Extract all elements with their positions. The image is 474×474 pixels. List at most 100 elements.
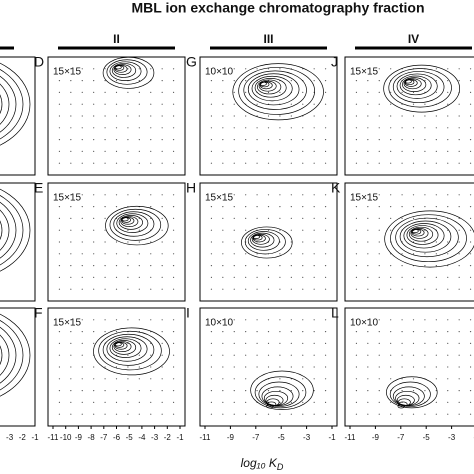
grid-dot	[245, 115, 247, 117]
grid-dot	[267, 115, 270, 117]
grid-dot	[367, 91, 369, 93]
grid-dot	[469, 276, 472, 278]
grid-dot	[302, 319, 304, 321]
grid-dot	[222, 206, 224, 208]
grid-dot	[222, 150, 224, 152]
contour	[102, 333, 155, 366]
grid-dot	[93, 342, 95, 344]
grid-dot	[355, 276, 358, 278]
grid-dot	[390, 139, 392, 141]
grid-dot	[93, 253, 95, 255]
contour	[250, 370, 314, 410]
grid-dot	[390, 162, 392, 164]
grid-dot	[161, 80, 163, 82]
contour	[386, 376, 438, 409]
grid-dot	[245, 80, 247, 82]
grid-dot	[401, 390, 403, 392]
grid-size: 10×10	[350, 318, 379, 329]
grid-dot	[435, 342, 437, 344]
grid-dot	[447, 401, 449, 403]
grid-dot	[222, 288, 224, 290]
contour	[0, 313, 31, 397]
panel	[199, 182, 338, 302]
grid-dot	[324, 139, 327, 141]
grid-dot	[435, 366, 437, 368]
grid-dot	[313, 319, 315, 321]
grid-dot	[127, 265, 129, 267]
grid-dot	[267, 390, 270, 392]
contour	[411, 228, 425, 237]
grid-dot	[256, 103, 258, 105]
grid-dot	[367, 229, 369, 231]
grid-dot	[81, 253, 83, 255]
grid-dot	[378, 342, 380, 344]
grid-dot	[161, 342, 163, 344]
grid-dot	[93, 217, 95, 219]
grid-dot	[324, 194, 327, 196]
grid-dot	[367, 331, 369, 333]
grid-dot	[424, 150, 426, 152]
grid-dot	[93, 401, 95, 403]
grid-dot	[150, 103, 152, 105]
contour	[390, 214, 467, 263]
grid-dot	[390, 401, 392, 403]
grid-dot	[161, 91, 163, 93]
grid-dot	[435, 241, 437, 243]
grid-size: 15×15	[205, 193, 234, 204]
panel-frame	[47, 56, 186, 176]
grid-dot	[58, 217, 61, 219]
contour	[113, 211, 155, 237]
grid-dot	[138, 91, 140, 93]
grid-dot	[355, 68, 358, 70]
grid-dot	[70, 103, 72, 105]
contour	[0, 69, 24, 140]
grid-dot	[412, 103, 415, 105]
grid-dot	[313, 229, 315, 231]
grid-dot	[210, 366, 213, 368]
grid-dot	[115, 115, 118, 117]
contour	[93, 327, 170, 376]
grid-dot	[355, 342, 358, 344]
grid-dot	[161, 206, 163, 208]
grid-dot	[245, 413, 247, 415]
grid-dot	[378, 127, 380, 129]
grid-dot	[458, 103, 460, 105]
grid-dot	[161, 241, 163, 243]
grid-dot	[378, 206, 380, 208]
grid-dot	[161, 331, 163, 333]
grid-dot	[412, 139, 415, 141]
grid-dot	[104, 80, 106, 82]
grid-dot	[290, 354, 292, 356]
panel-frame	[199, 56, 338, 176]
grid-dot	[115, 390, 118, 392]
grid-dot	[401, 265, 403, 267]
grid-dot	[256, 265, 258, 267]
grid-size: 15×15	[53, 318, 82, 329]
grid-dot	[81, 354, 83, 356]
grid-dot	[104, 265, 106, 267]
grid-dot	[378, 80, 380, 82]
grid-dot	[93, 378, 95, 380]
x-tick-label: -1	[176, 433, 184, 442]
grid-dot	[172, 80, 175, 82]
grid-dot	[324, 217, 327, 219]
grid-dot	[401, 150, 403, 152]
grid-dot	[127, 103, 129, 105]
grid-dot	[313, 366, 315, 368]
grid-dot	[313, 150, 315, 152]
grid-dot	[424, 115, 426, 117]
grid-dot	[378, 217, 380, 219]
x-label-main: log₁₀ K	[241, 456, 278, 470]
grid-dot	[424, 413, 426, 415]
grid-dot	[104, 194, 106, 196]
grid-dot	[412, 194, 415, 196]
grid-dot	[412, 206, 415, 208]
grid-dot	[424, 366, 426, 368]
grid-dot	[81, 127, 83, 129]
grid-dot	[233, 401, 235, 403]
grid-dot	[390, 331, 392, 333]
grid-dot	[401, 217, 403, 219]
grid-dot	[70, 265, 72, 267]
grid-dot	[93, 241, 95, 243]
